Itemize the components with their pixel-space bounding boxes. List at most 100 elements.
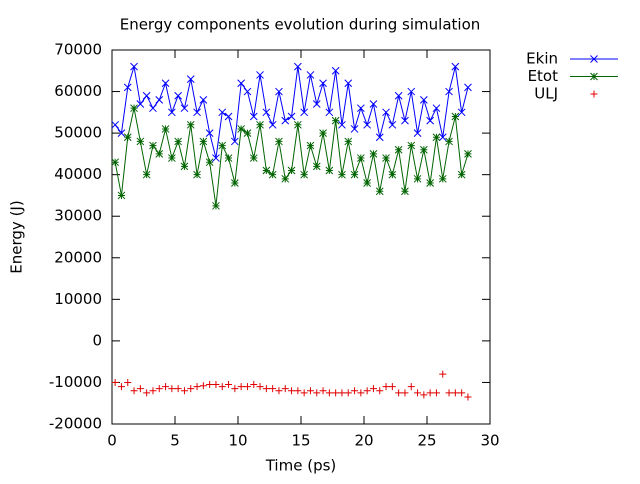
data-point [168,385,176,393]
data-point [224,154,233,162]
data-point [451,112,460,121]
data-point [174,137,183,146]
data-point [136,100,145,108]
y-tick-label: 70000 [54,41,102,59]
data-point [123,83,132,92]
data-point [268,120,277,129]
data-point [167,154,176,162]
data-point [275,87,283,96]
data-point [224,112,233,121]
data-point [149,387,157,395]
data-point [249,112,258,121]
legend-marker [590,55,598,63]
data-point [262,108,271,117]
data-point [401,187,409,196]
data-point [155,150,164,158]
x-tick-label: 30 [480,432,499,450]
data-point [432,104,441,113]
data-point [375,187,384,196]
data-point [174,385,182,393]
data-point [306,387,314,395]
data-point [193,170,201,179]
data-point [243,129,252,137]
data-point [350,125,359,133]
data-point [256,383,264,391]
legend-label: ULJ [534,85,558,103]
data-point [319,387,327,395]
x-tick-label: 10 [228,432,247,450]
data-point [237,383,245,391]
data-point [350,170,359,179]
data-point [306,71,315,79]
data-point [212,154,220,162]
data-point [186,120,195,129]
data-point [325,108,334,117]
data-point [445,87,453,96]
data-point [136,385,144,393]
data-point [376,387,384,395]
data-point [300,170,309,179]
data-point [445,389,453,397]
data-point [124,378,132,386]
data-point [281,385,289,393]
data-point [313,389,321,397]
data-point [186,75,195,83]
data-point [262,166,271,175]
data-point [212,201,220,210]
data-point [407,87,416,96]
data-point [193,108,201,117]
data-point [382,108,390,117]
data-point [155,96,164,104]
data-point [420,391,428,399]
data-point [262,385,270,393]
data-point [275,387,283,395]
data-point [464,393,472,401]
data-point [180,162,189,171]
data-point [419,96,428,104]
y-tick-label: 60000 [54,82,102,100]
data-point [351,387,359,395]
y-tick-label: 10000 [54,290,102,308]
data-point [401,389,409,397]
data-point [344,79,353,88]
data-point [319,79,327,88]
data-point [256,120,264,129]
data-point [464,83,472,92]
data-point [344,137,353,146]
data-point [439,370,447,378]
legend-marker [590,72,598,81]
data-point [451,389,459,397]
data-point [325,389,333,397]
data-point [407,383,415,391]
data-point [363,179,372,187]
y-tick-label: 20000 [54,248,102,266]
data-point [149,141,157,150]
data-point [331,66,340,75]
data-point [388,170,397,179]
data-point [312,162,321,171]
data-point [394,91,403,100]
data-point [130,104,138,113]
data-point [180,104,189,113]
data-point [136,137,145,146]
data-point [237,79,246,88]
data-point [338,120,346,129]
data-point [117,383,125,391]
data-point [281,116,290,125]
data-point [344,389,352,397]
data-point [394,145,403,154]
y-tick-label: 30000 [54,207,102,225]
data-point [231,385,239,393]
data-point [281,174,290,183]
data-point [243,87,252,96]
data-point [458,389,466,397]
data-point [294,387,302,395]
x-tick-label: 0 [107,432,117,450]
chart-title: Energy components evolution during simul… [120,16,481,34]
data-point [117,129,126,137]
data-point [464,150,472,158]
data-point [117,191,126,200]
data-point [369,150,378,158]
data-point [269,385,277,393]
